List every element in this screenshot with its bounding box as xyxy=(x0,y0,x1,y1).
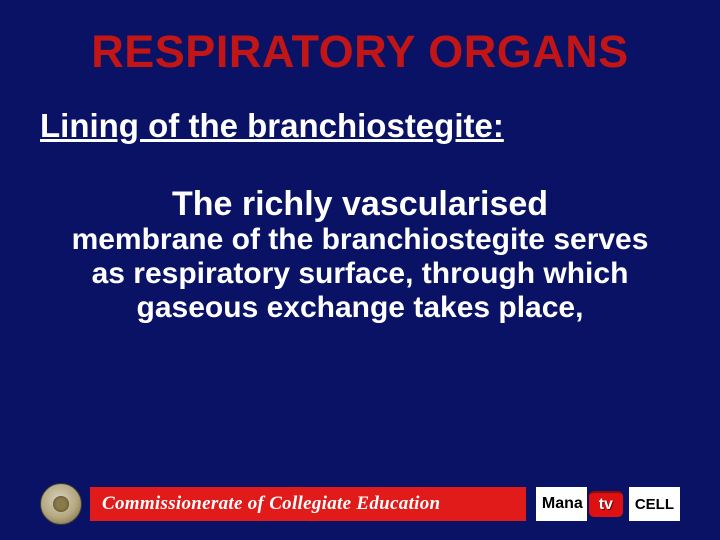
commissionerate-label: Commissionerate of Collegiate Education xyxy=(90,487,526,521)
tv-icon: tv xyxy=(589,491,623,517)
body-line-1: The richly vascularised xyxy=(68,185,652,223)
slide-subtitle: Lining of the branchiostegite: xyxy=(40,107,680,145)
slide-body: The richly vascularised membrane of the … xyxy=(40,185,680,324)
cell-label: CELL xyxy=(629,487,680,521)
seal-icon xyxy=(40,483,82,525)
footer-bar: Commissionerate of Collegiate Education … xyxy=(0,482,720,526)
slide-container: RESPIRATORY ORGANS Lining of the branchi… xyxy=(0,0,720,540)
mana-label: Mana xyxy=(536,487,587,521)
slide-title: RESPIRATORY ORGANS xyxy=(40,28,680,75)
body-rest: membrane of the branchiostegite serves a… xyxy=(68,223,652,324)
